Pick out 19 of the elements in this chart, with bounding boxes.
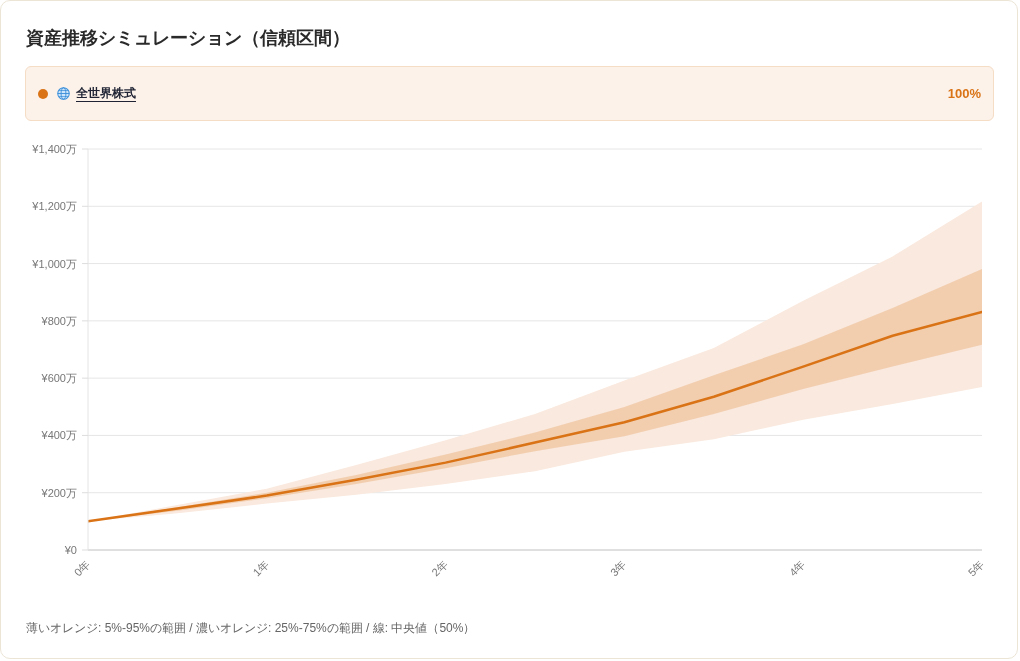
y-tick-label: ¥400万: [40, 429, 77, 442]
text: 100%: [947, 86, 981, 101]
x-tick-label: 5年: [965, 557, 987, 579]
text: 薄いオレンジ: 5%-95%の範囲 / 濃いオレンジ: 25%-75%の範囲 / 線: 中央値（50%）: [26, 621, 476, 635]
x-tick-label: 3年: [608, 557, 629, 579]
x-tick-label: 1年: [250, 557, 272, 579]
line-series: [88, 310, 982, 523]
y-tick-label: ¥800万: [40, 314, 77, 327]
text: 全世界株式: [76, 85, 136, 102]
y-tick-label: ¥1,200万: [31, 200, 77, 213]
y-tick-label: ¥0: [63, 544, 77, 556]
y-tick-label: ¥200万: [40, 486, 77, 499]
x-tick-label: 2年: [429, 557, 450, 579]
y-tick-label: ¥1,000万: [31, 257, 77, 270]
chart-title: 資産推移シミュレーション（信頼区間）: [26, 27, 350, 48]
x-tick-label: 4年: [786, 557, 808, 579]
y-tick-label: ¥1,400万: [31, 143, 77, 155]
y-tick-label: ¥600万: [40, 372, 77, 385]
x-tick-label: 0年: [71, 557, 93, 579]
